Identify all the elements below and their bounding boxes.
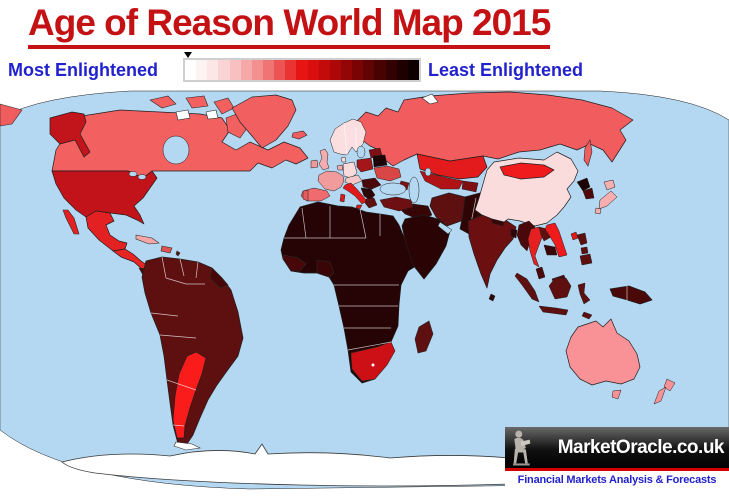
africa-borders [284,206,399,351]
logo-bar: MarketOracle.co.uk [505,427,729,468]
legend-gradient-steps [185,60,419,80]
region-central-asia [419,170,464,190]
region-benelux [336,164,344,171]
gradient-cursor-icon [184,52,192,58]
scandinavia-borders [343,122,357,156]
region-madagascar [414,320,434,354]
sicily-island [355,204,363,210]
logo-divider [505,468,729,471]
region-cuba [135,234,160,245]
region-guyanas [209,267,229,289]
indonesia-sulawesi [577,282,591,305]
region-west-africa [282,254,307,272]
region-argentina [172,351,207,439]
region-usa [51,170,158,225]
region-germany [342,161,358,179]
region-iran [429,192,469,227]
lesser-antilles-island [175,250,181,257]
arctic-island [185,95,209,109]
region-greenland [231,94,297,149]
region-south-africa [350,341,396,382]
region-turkey [379,196,414,212]
indonesia-sumatra [514,272,540,303]
baja-california [62,209,80,235]
caspian-sea [408,176,420,204]
region-poland [356,157,374,173]
region-mexico [85,210,128,252]
region-russia-sakhalin [583,139,593,167]
inland-seas [128,135,453,235]
region-hungary-romania [361,177,382,190]
region-uk [318,148,330,171]
region-nigeria [316,259,335,278]
philippines-luzon [576,232,588,246]
region-russia-chukotka-wrap [0,103,23,127]
region-new-guinea [609,285,653,305]
lesotho-dot [371,363,375,367]
region-france [317,170,345,192]
region-north-korea [576,177,591,192]
region-greece [364,197,378,209]
region-tierra-del-fuego [173,441,201,451]
legend-most-label: Most Enlightened [8,60,158,80]
region-ukraine [373,165,402,182]
aral-sea [424,167,432,177]
persian-gulf [437,221,453,235]
region-mongolia [499,162,555,180]
japan-honshu [598,190,618,210]
region-bangladesh [510,228,518,239]
arctic-island-white [205,109,219,120]
philippines-visayas [580,246,589,255]
marketoracle-logo: MarketOracle.co.uk Financial Markets Ana… [505,427,729,490]
page-title: Age of Reason World Map 2015 [28,2,551,49]
arctic-island [149,95,177,109]
region-alaska [49,111,91,158]
indonesia-java [538,305,569,316]
region-cambodia [543,244,558,256]
region-iceland [291,130,308,140]
hudson-bay [162,135,190,165]
sardinia-island [339,193,346,203]
region-russia [355,91,634,167]
region-saudi-arabia [401,214,451,280]
japan-kyushu [594,207,602,215]
region-south-korea [582,187,595,200]
region-hispaniola [160,245,173,254]
region-sri-lanka [488,293,496,302]
logo-site: MarketOracle.co.uk [557,436,725,458]
logo-tagline: Financial Markets Analysis & Forecasts [505,471,729,490]
region-italy [342,182,368,205]
south-america-borders [150,256,205,427]
region-ireland [310,159,319,169]
black-sea [379,182,407,196]
region-kyrgyz-tajik [461,180,479,193]
region-balkans [360,187,376,201]
arctic-island-white [175,109,191,121]
great-lake [137,174,147,180]
world-map [0,90,729,490]
region-czech-austria [344,174,363,186]
legend-least-label: Least Enlightened [428,60,584,80]
japan-hokkaido [603,179,616,191]
great-lake [128,171,138,177]
legend-gradient-bar [183,52,421,82]
region-vietnam [544,222,568,258]
region-denmark [340,156,347,163]
region-malaysia [535,266,546,280]
indonesia-borneo [548,277,572,300]
region-portugal [302,189,309,202]
indonesia-timor [581,311,593,320]
new-zealand-south [653,386,667,405]
tasmania-island [611,389,622,400]
baltic-sea [356,145,366,159]
region-australia [565,318,641,386]
novaya-zemlya-island [421,93,439,105]
philippines-mindanao [579,253,593,266]
region-belarus [372,154,388,168]
new-zealand-north [663,378,676,392]
oracle-statue-icon [513,430,531,465]
